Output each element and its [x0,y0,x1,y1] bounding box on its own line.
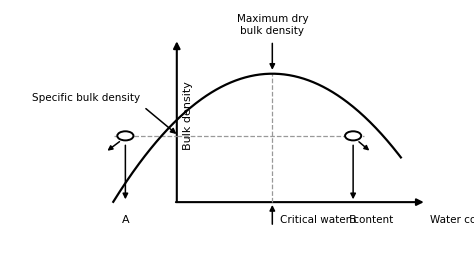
Text: Water content: Water content [430,215,474,225]
Text: B: B [349,215,357,225]
Text: Maximum dry
bulk density: Maximum dry bulk density [237,14,308,36]
Text: A: A [121,215,129,225]
Text: Specific bulk density: Specific bulk density [32,93,140,103]
Text: Critical water content: Critical water content [280,215,393,225]
Circle shape [345,131,361,140]
Circle shape [117,131,134,140]
Text: Bulk density: Bulk density [183,81,193,150]
